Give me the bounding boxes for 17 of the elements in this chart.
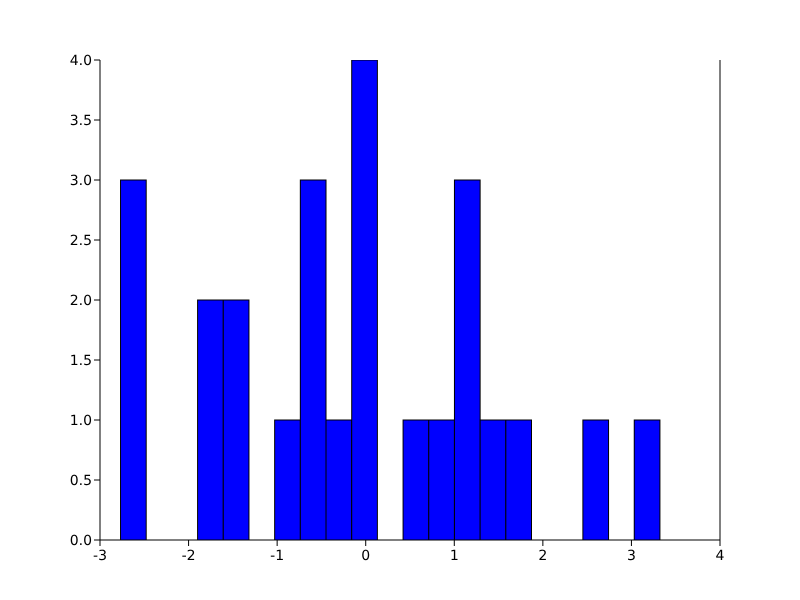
x-tick-label: -2 [182,548,196,564]
x-tick-label: 4 [716,548,725,564]
y-tick-label: 0.0 [70,532,92,549]
x-tick-label: 1 [450,548,459,564]
y-tick-label: 0.5 [70,472,92,489]
x-tick-label: 2 [538,548,548,564]
y-tick-label: 1.5 [70,352,92,369]
y-tick-label: 4.0 [70,52,92,69]
y-tick-label: 3.0 [70,172,92,189]
y-tick-label: 3.5 [70,112,92,129]
y-tick-label: 1.0 [70,412,92,429]
x-tick-label: 3 [626,548,636,564]
x-tick-label: 0 [361,548,370,564]
x-tick-label: -3 [93,548,107,564]
y-tick-label: 2.5 [70,232,92,249]
x-tick-label: -1 [270,548,284,564]
y-tick-label: 2.0 [70,292,92,309]
